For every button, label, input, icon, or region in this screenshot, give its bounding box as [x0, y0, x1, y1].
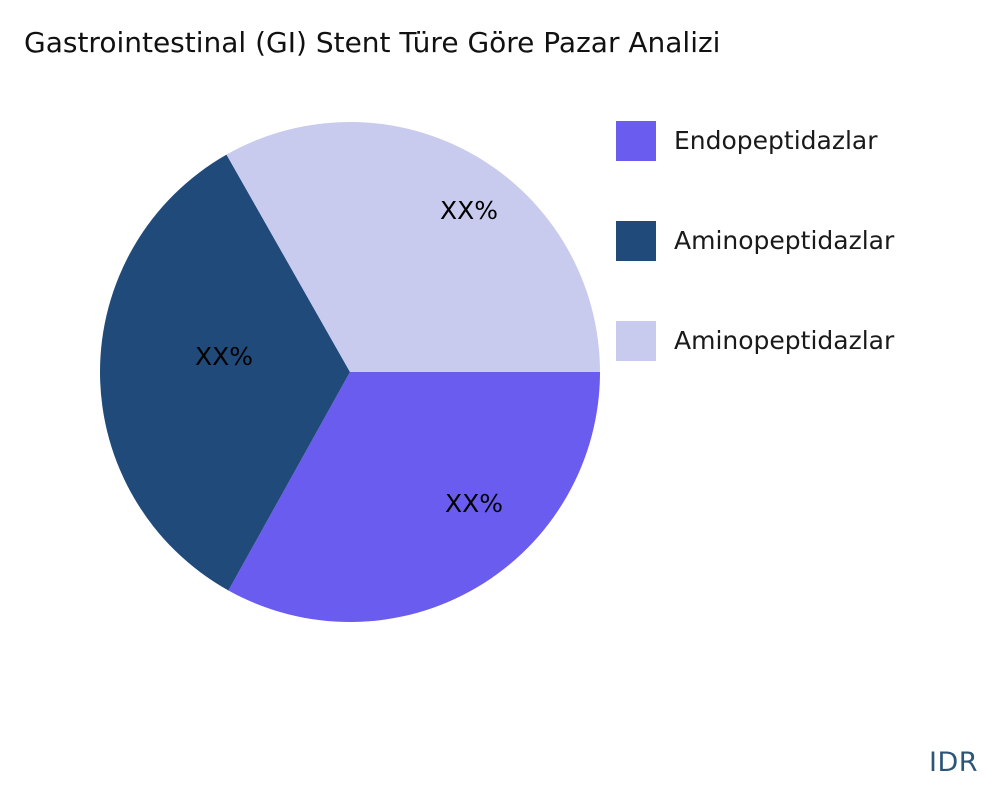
legend-swatch-icon	[616, 221, 656, 261]
pie-slice[interactable]	[100, 154, 351, 591]
pie-slice[interactable]	[226, 122, 600, 372]
page-title: Gastrointestinal (GI) Stent Türe Göre Pa…	[24, 26, 721, 59]
legend-item-aminopeptidazlar-2[interactable]: Aminopeptidazlar	[616, 312, 986, 412]
pie-slice-data-label: XX%	[195, 342, 253, 371]
pie-slice-group	[100, 122, 601, 622]
idr-watermark: IDR	[928, 747, 978, 778]
legend-item-label: Endopeptidazlar	[674, 126, 878, 155]
legend-item-aminopeptidazlar-1[interactable]: Aminopeptidazlar	[616, 212, 986, 312]
legend-swatch-icon	[616, 121, 656, 161]
legend-item-endopeptidazlar[interactable]: Endopeptidazlar	[616, 112, 986, 212]
legend: Endopeptidazlar Aminopeptidazlar Aminope…	[616, 112, 986, 412]
legend-swatch-icon	[616, 321, 656, 361]
pie-data-label-group: XX% XX% XX%	[195, 196, 503, 518]
pie-slice[interactable]	[228, 372, 601, 622]
legend-item-label: Aminopeptidazlar	[674, 226, 895, 255]
legend-item-label: Aminopeptidazlar	[674, 326, 895, 355]
pie-chart-plot-area: XX% XX% XX%	[100, 122, 601, 622]
pie-chart-svg: XX% XX% XX%	[100, 122, 601, 622]
pie-slice-data-label: XX%	[440, 196, 498, 225]
pie-slice-data-label: XX%	[445, 489, 503, 518]
